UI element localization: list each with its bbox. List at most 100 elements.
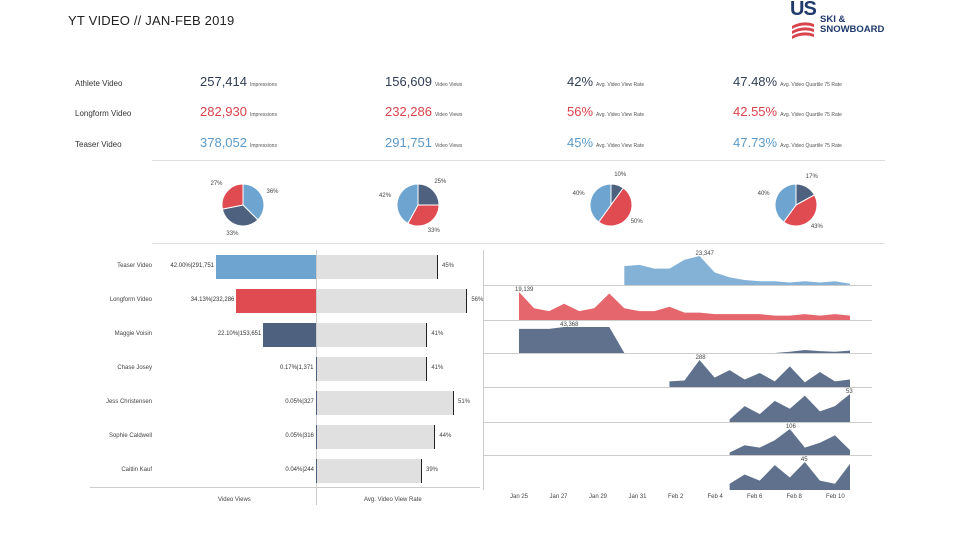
view-rate-value: 45% — [442, 263, 455, 269]
series-max-label: 23,347 — [696, 251, 715, 257]
kpi-rate: 56% Avg. Video View Rate — [567, 103, 644, 121]
series-area — [519, 292, 850, 320]
kpi-value: 42.55% — [733, 104, 778, 119]
video-views-value: 0.04%|244 — [285, 467, 314, 473]
kpi-unit: Avg. Video Quartile 75 Rate — [780, 143, 842, 149]
divider-top — [152, 160, 885, 161]
pie-slice-label: 33% — [226, 230, 239, 237]
date-tick-label: Jan 29 — [589, 494, 608, 500]
series-max-label: 43,368 — [560, 322, 579, 328]
kpi-value: 42% — [567, 74, 594, 89]
date-tick-label: Jan 27 — [549, 494, 568, 500]
series-area — [519, 327, 850, 353]
kpi-row-label: Athlete Video — [75, 79, 123, 88]
view-rate-bar — [317, 255, 438, 279]
video-views-value: 22.10%|153,651 — [217, 331, 262, 337]
view-rate-value: 41% — [431, 331, 444, 337]
rate-axis-title: Avg. Video View Rate — [364, 497, 422, 503]
series-area — [729, 429, 850, 455]
date-tick-label: Jan 25 — [510, 494, 529, 500]
view-rate-value: 51% — [458, 399, 471, 405]
time-series-chart: 23,347 19,139 43,368 288 53 106 45 — [484, 251, 872, 490]
kpi-unit: Avg. Video View Rate — [596, 143, 645, 149]
video-views-value: 34.13%|232,286 — [190, 297, 235, 303]
pie-charts — [221, 183, 818, 227]
kpi-views: 156,609 Video Views — [385, 73, 462, 91]
bar-category-label: Sophie Caldwell — [108, 433, 152, 439]
series-max-label: 45 — [801, 457, 808, 463]
video-views-value: 0.05%|327 — [285, 399, 314, 405]
kpi-rate: 42% Avg. Video View Rate — [567, 73, 644, 91]
kpi-views: 291,751 Video Views — [385, 134, 462, 152]
divider-bottom — [152, 243, 885, 244]
page-title: YT VIDEO // JAN-FEB 2019 — [68, 13, 235, 28]
series-area — [669, 360, 850, 387]
kpi-impressions: 378,052 Impressions — [200, 134, 277, 152]
pie-slice — [774, 183, 797, 223]
video-views-bar — [236, 289, 316, 313]
pie-slice-label: 40% — [572, 191, 585, 198]
kpi-rate: 45% Avg. Video View Rate — [567, 134, 644, 152]
kpi-unit: Video Views — [435, 112, 463, 118]
pie-slice-label: 25% — [434, 179, 447, 186]
pie-slice-label: 43% — [810, 224, 823, 231]
bar-category-label: Caitlin Kauf — [121, 467, 152, 473]
date-tick-label: Feb 10 — [826, 494, 845, 500]
kpi-quartile: 47.73% Avg. Video Quartile 75 Rate — [733, 134, 842, 152]
pie-slice — [597, 187, 633, 227]
series-area — [624, 256, 850, 285]
series-area — [729, 462, 850, 490]
kpi-impressions: 257,414 Impressions — [200, 73, 277, 91]
kpi-value: 45% — [567, 135, 594, 150]
kpi-impressions: 282,930 Impressions — [200, 103, 277, 121]
view-rate-value: 39% — [426, 467, 439, 473]
kpi-unit: Avg. Video Quartile 75 Rate — [780, 82, 842, 88]
kpi-quartile: 42.55% Avg. Video Quartile 75 Rate — [733, 103, 842, 121]
date-tick-label: Feb 8 — [786, 494, 802, 500]
series-area — [729, 394, 850, 422]
kpi-value: 378,052 — [200, 135, 247, 150]
view-rate-bar — [317, 425, 436, 449]
pie-slice — [589, 183, 612, 223]
kpi-views: 232,286 Video Views — [385, 103, 462, 121]
series-max-label: 53 — [846, 389, 853, 395]
pie-slice-label: 33% — [427, 227, 440, 234]
view-rate-bar — [317, 323, 428, 347]
bar-category-label: Chase Josey — [117, 365, 152, 371]
kpi-value: 47.48% — [733, 74, 778, 89]
kpi-row-athlete: Athlete Video 257,414 Impressions 156,609… — [75, 73, 895, 95]
bar-category-label: Longform Video — [109, 297, 152, 303]
ts-left-border — [483, 250, 484, 490]
pie-slice-label: 10% — [614, 171, 627, 178]
date-tick-label: Jan 31 — [628, 494, 647, 500]
bar-category-label: Teaser Video — [117, 263, 152, 269]
kpi-value: 56% — [567, 104, 594, 119]
series-max-label: 106 — [786, 424, 797, 430]
view-rate-value: 44% — [439, 433, 452, 439]
views-axis-title: Video Views — [218, 497, 251, 503]
brand-logo: US SKI & SNOWBOARD — [788, 0, 908, 44]
view-rate-bar — [317, 357, 428, 381]
bar-divider — [316, 250, 317, 505]
kpi-row-teaser: Teaser Video 378,052 Impressions 291,751 V… — [75, 134, 895, 156]
kpi-unit: Avg. Video View Rate — [596, 112, 645, 118]
date-tick-label: Feb 2 — [668, 494, 684, 500]
video-views-bar — [216, 255, 316, 279]
kpi-unit: Impressions — [250, 82, 277, 88]
kpi-value: 232,286 — [385, 104, 432, 119]
date-tick-label: Feb 6 — [747, 494, 763, 500]
bar-category-label: Maggie Voisin — [114, 331, 152, 337]
kpi-row-longform: Longform Video 282,930 Impressions 232,28… — [75, 103, 895, 125]
bar-axis-line — [90, 487, 480, 488]
pie-slice — [782, 194, 818, 227]
view-rate-bar — [317, 391, 454, 415]
flag-stripes-icon — [792, 22, 814, 39]
kpi-unit: Video Views — [435, 143, 463, 149]
kpi-row-label: Longform Video — [75, 109, 132, 118]
pie-slice-label: 27% — [210, 181, 223, 188]
logo-text-line1: SKI & — [820, 14, 846, 25]
kpi-unit: Avg. Video View Rate — [596, 82, 645, 88]
view-rate-bar — [317, 459, 422, 483]
series-max-label: 288 — [696, 355, 707, 361]
kpi-value: 282,930 — [200, 104, 247, 119]
